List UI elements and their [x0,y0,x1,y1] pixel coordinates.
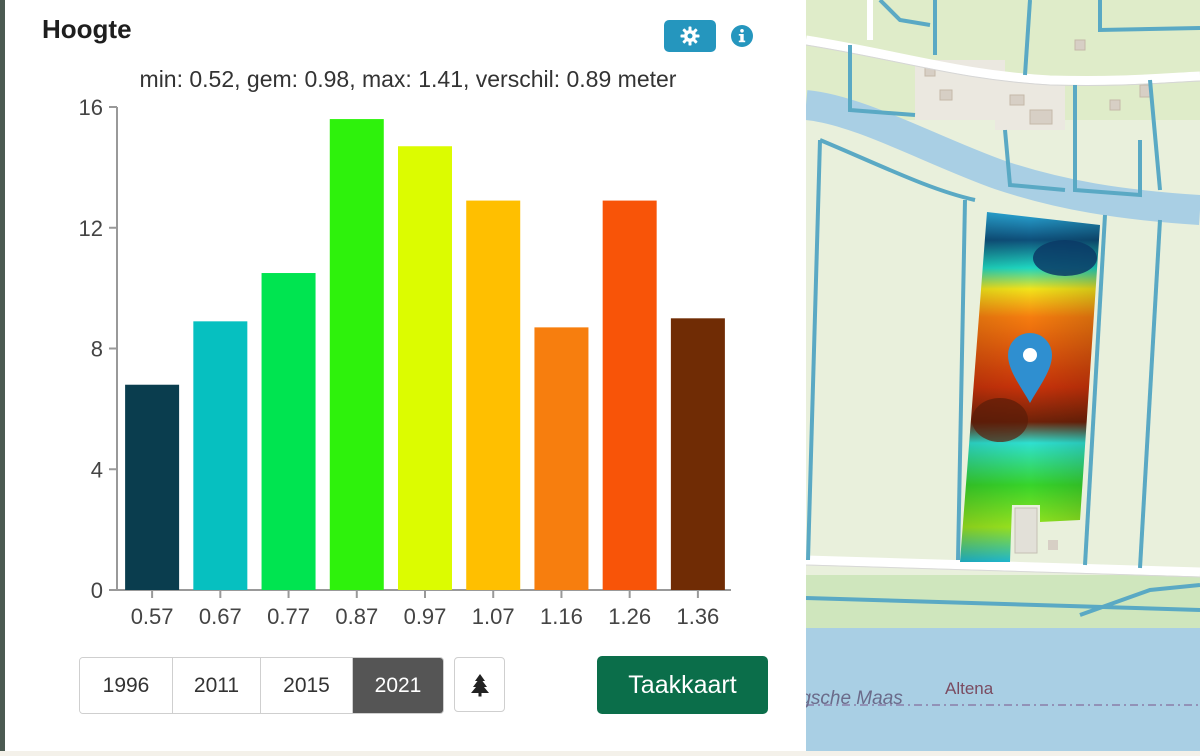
place-label: Altena [945,679,994,698]
gear-icon [680,26,700,46]
bar-1.26 [602,200,657,591]
x-tick-label: 1.36 [676,604,719,629]
y-tick-label: 4 [91,457,103,482]
x-tick-label: 0.97 [404,604,447,629]
info-icon [731,25,753,47]
bar-0.87 [329,119,384,590]
bar-0.97 [398,146,452,590]
year-selector: 1996 2011 2015 2021 [79,657,444,714]
x-tick-label: 1.26 [608,604,651,629]
bar-0.67 [193,321,248,590]
y-tick-label: 8 [91,337,103,362]
year-button-2015[interactable]: 2015 [261,658,353,713]
tree-toggle-button[interactable] [454,657,505,712]
year-button-1996[interactable]: 1996 [80,658,173,713]
map-pin-icon[interactable] [1008,333,1052,403]
bar-0.57 [125,384,180,590]
bar-1.36 [670,318,725,590]
panel-edge [0,0,5,751]
x-tick-label: 1.07 [472,604,515,629]
bar-0.77 [261,273,316,590]
y-tick-label: 0 [91,578,103,603]
height-stats: min: 0.52, gem: 0.98, max: 1.41, verschi… [139,66,677,92]
settings-button[interactable] [664,20,716,52]
info-button[interactable] [730,24,754,48]
x-tick-label: 0.77 [267,604,310,629]
y-tick-label: 16 [79,96,103,120]
x-tick-label: 0.67 [199,604,242,629]
year-button-2011[interactable]: 2011 [173,658,261,713]
panel-title: Hoogte [42,14,132,44]
height-panel: Hoogte min: 0.52, gem: 0.9 [0,0,806,751]
year-button-2021[interactable]: 2021 [353,658,443,713]
x-tick-label: 0.57 [131,604,174,629]
height-histogram: 0 4 8 12 16 0.57 0.67 0.77 0.87 0.97 1.07 1.16 1.26 1… [79,96,731,629]
y-tick-label: 12 [79,216,103,241]
taakkaart-button[interactable]: Taakkaart [597,656,768,714]
river-label: rgsche Maas [794,688,903,709]
x-tick-label: 0.87 [335,604,378,629]
x-tick-label: 1.16 [540,604,583,629]
bar-1.07 [466,200,521,591]
tree-icon [470,673,489,696]
bar-1.16 [534,327,589,590]
